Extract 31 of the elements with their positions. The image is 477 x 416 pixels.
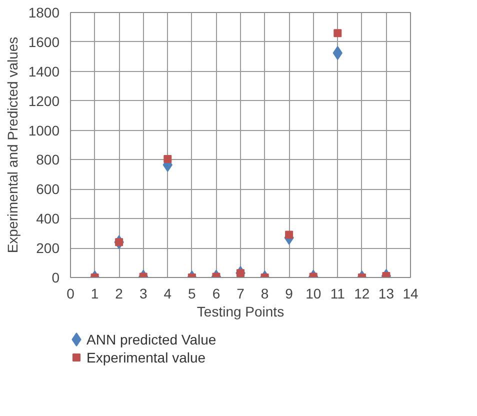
y-tick-label: 1400 [28,63,60,80]
x-tick-label: 1 [90,286,99,302]
y-tick-label: 1600 [28,34,60,50]
x-tick-label: 10 [306,286,322,302]
x-tick-label: 13 [378,286,394,302]
y-tick-label: 200 [36,240,60,256]
x-tick-label: 4 [164,286,172,302]
x-tick-label: 6 [212,286,220,302]
y-tick-label: 800 [36,152,60,168]
y-tick-label: 400 [36,210,60,227]
point [164,154,172,163]
y-tick-label: 0 [52,270,60,286]
x-tick-label: 3 [139,286,148,302]
x-tick-label: 11 [330,286,346,302]
y-tick-label: 1000 [28,122,60,138]
point [334,29,342,38]
x-tick-label: 7 [236,286,245,302]
legend-label: Experimental value [86,350,206,366]
y-tick-label: 1800 [28,4,60,20]
legend-label: ANN predicted Value [86,332,216,348]
x-tick-label: 8 [260,286,269,302]
x-tick-label: 2 [115,286,124,302]
x-tick-label: 0 [66,286,75,302]
x-tick-label: 5 [188,286,196,302]
y-tick-label: 600 [36,181,60,198]
x-tick-label: 9 [285,286,294,302]
x-tick-label: 12 [354,286,370,302]
x-axis-title: Testing Points [196,304,284,320]
x-tick-label: 14 [402,286,418,302]
y-tick-label: 1200 [28,92,60,109]
y-axis-title: Experimental and Predicted values [4,36,20,254]
